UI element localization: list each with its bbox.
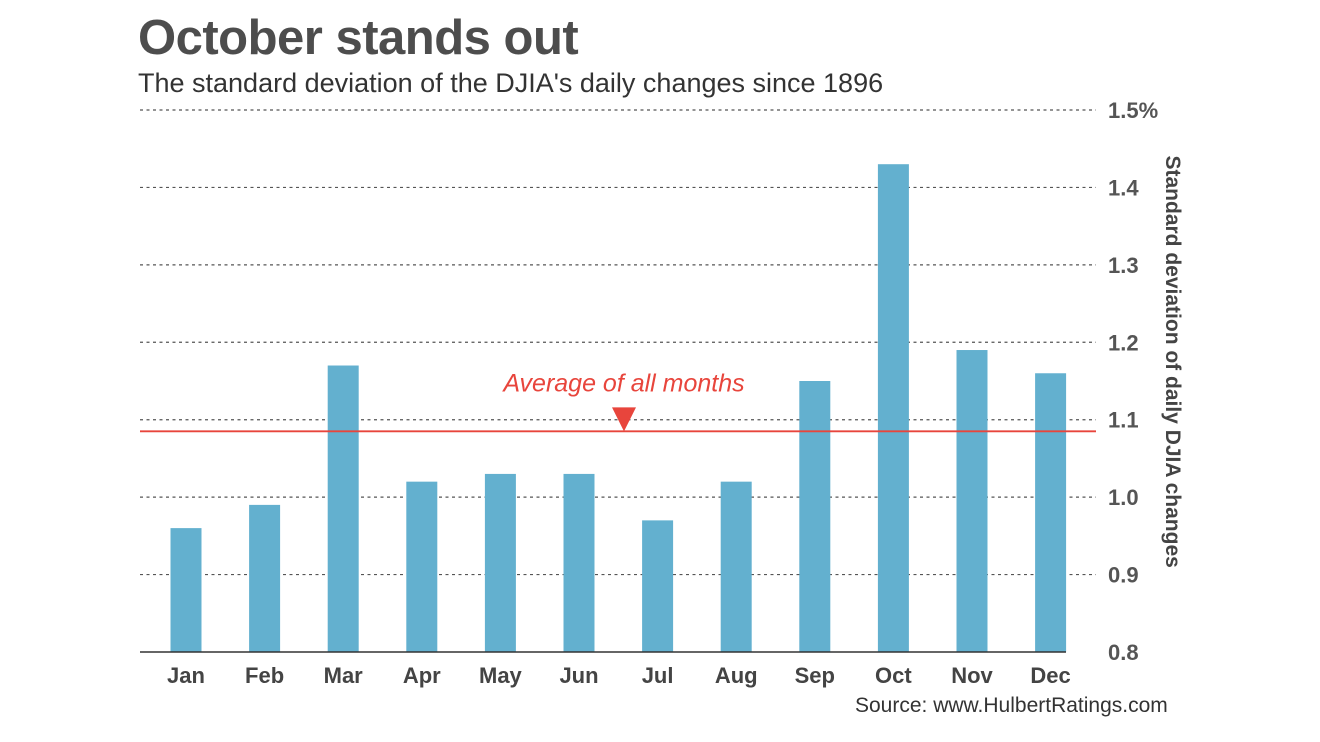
average-reference: Average of all months	[140, 369, 1096, 433]
bar-dec	[1035, 373, 1067, 652]
y-tick-label: 1.4	[1108, 175, 1139, 200]
bar-may	[484, 473, 516, 652]
y-tick-label: 1.2	[1108, 330, 1139, 355]
x-tick-label: Oct	[875, 663, 912, 688]
x-tick-label: Nov	[951, 663, 993, 688]
x-tick-label: Dec	[1030, 663, 1070, 688]
x-tick-label: Apr	[403, 663, 441, 688]
bar-feb	[249, 504, 281, 652]
bar-jan	[170, 528, 202, 652]
x-tick-label: May	[479, 663, 523, 688]
x-tick-label: Aug	[715, 663, 758, 688]
x-tick-label: Mar	[324, 663, 364, 688]
chart-title: October stands out	[138, 11, 579, 65]
bar-jul	[642, 520, 674, 652]
y-tick-label: 1.5%	[1108, 98, 1158, 123]
source-note: Source: www.HulbertRatings.com	[855, 694, 1168, 717]
bar-apr	[406, 481, 438, 652]
y-axis-label: Standard deviation of daily DJIA changes	[1161, 155, 1184, 567]
x-tick-label: Feb	[245, 663, 284, 688]
x-tick-label: Jun	[559, 663, 598, 688]
gridlines	[140, 109, 1096, 576]
bar-mar	[327, 365, 359, 652]
x-tick-label: Sep	[795, 663, 835, 688]
bar-aug	[720, 481, 752, 652]
x-tick-label: Jan	[167, 663, 205, 688]
y-tick-labels: 0.8 0.9 1.0 1.1 1.2 1.3 1.4 1.5%	[1108, 98, 1158, 665]
y-tick-label: 1.3	[1108, 253, 1139, 278]
average-marker-triangle	[612, 407, 636, 432]
y-tick-label: 0.9	[1108, 563, 1139, 588]
bar-nov	[956, 350, 988, 652]
y-tick-label: 1.1	[1108, 408, 1139, 433]
y-tick-label: 1.0	[1108, 485, 1139, 510]
bar-sep	[799, 381, 831, 652]
bar-oct	[877, 164, 909, 652]
bar-jun	[563, 473, 595, 652]
y-tick-label: 0.8	[1108, 640, 1139, 665]
x-tick-labels: Jan Feb Mar Apr May Jun Jul Aug Sep Oct Nov Dec	[167, 663, 1071, 688]
average-label: Average of all months	[501, 369, 744, 397]
bars	[170, 164, 1067, 652]
chart-subtitle: The standard deviation of the DJIA's dai…	[138, 68, 884, 98]
x-tick-label: Jul	[642, 663, 674, 688]
